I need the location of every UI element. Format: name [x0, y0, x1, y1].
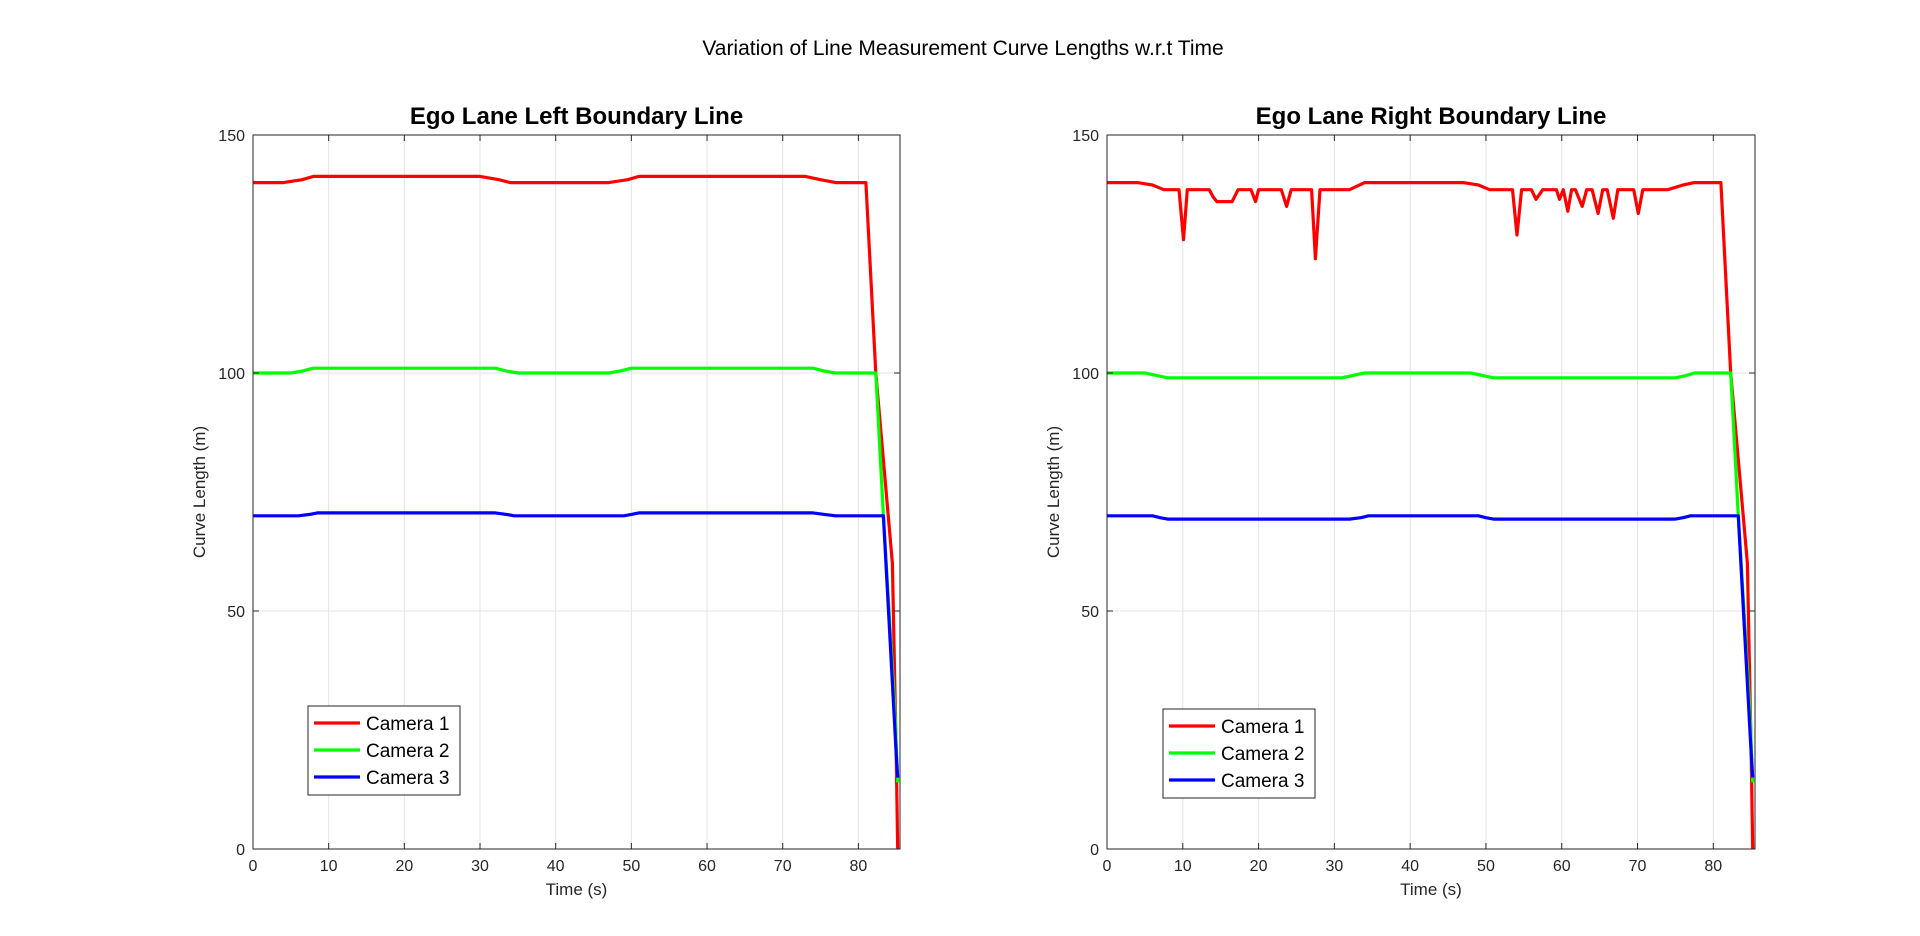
y-axis-label: Curve Length (m): [190, 426, 209, 558]
chart-title: Ego Lane Right Boundary Line: [1256, 103, 1607, 130]
legend: Camera 1 Camera 2 Camera 3: [1162, 708, 1316, 799]
series-line-camera-2: [253, 366, 900, 783]
legend-label-camera-1: Camera 1: [366, 714, 449, 735]
axes-box: [1106, 134, 1756, 850]
x-tick-label: 30: [1325, 858, 1343, 875]
x-tick-label: 20: [395, 858, 413, 875]
x-tick-label: 30: [471, 858, 489, 875]
x-tick-label: 0: [1103, 858, 1112, 875]
series-line-camera-3: [253, 511, 900, 778]
x-axis-label: Time (s): [1400, 880, 1462, 899]
y-tick-label: 150: [218, 128, 245, 145]
x-axis-label: Time (s): [546, 880, 608, 899]
legend: Camera 1 Camera 2 Camera 3: [307, 705, 461, 796]
x-tick-label: 40: [1401, 858, 1419, 875]
legend-label-camera-2: Camera 2: [366, 741, 449, 762]
y-axis-label: Curve Length (m): [1044, 426, 1063, 558]
y-tick-label: 50: [227, 604, 245, 621]
legend-label-camera-3: Camera 3: [1221, 771, 1304, 792]
x-tick-label: 60: [698, 858, 716, 875]
x-tick-label: 70: [774, 858, 792, 875]
y-tick-label: 50: [1081, 604, 1099, 621]
series-line-camera-3: [1107, 514, 1755, 778]
series-line-camera-2: [1107, 371, 1755, 783]
y-tick-label: 150: [1072, 128, 1099, 145]
x-tick-label: 70: [1629, 858, 1647, 875]
x-tick-label: 50: [1477, 858, 1495, 875]
y-tick-label: 0: [236, 842, 245, 859]
x-tick-label: 50: [622, 858, 640, 875]
x-tick-label: 10: [320, 858, 338, 875]
axes-box: [252, 134, 901, 850]
x-tick-label: 40: [547, 858, 565, 875]
x-tick-label: 80: [849, 858, 867, 875]
chart-title: Ego Lane Left Boundary Line: [410, 103, 743, 130]
y-tick-label: 0: [1090, 842, 1099, 859]
legend-label-camera-2: Camera 2: [1221, 744, 1304, 765]
legend-label-camera-3: Camera 3: [366, 768, 449, 789]
series-line-camera-1: [1107, 181, 1755, 850]
axes-right-boundary: 0 10 20 30 40 50 60 70 80 0 50 100 150 Ego Lane Right…: [1044, 103, 1756, 899]
x-tick-label: 80: [1704, 858, 1722, 875]
y-tick-label: 100: [218, 366, 245, 383]
x-tick-label: 60: [1553, 858, 1571, 875]
axes-left-boundary: 0 10 20 30 40 50 60 70 80 0 50 100 150 Ego Lane Left …: [190, 103, 901, 899]
legend-label-camera-1: Camera 1: [1221, 717, 1304, 738]
x-tick-label: 0: [249, 858, 258, 875]
y-tick-label: 100: [1072, 366, 1099, 383]
x-tick-label: 20: [1250, 858, 1268, 875]
figure-suptitle: Variation of Line Measurement Curve Leng…: [702, 37, 1223, 60]
x-tick-label: 10: [1174, 858, 1192, 875]
